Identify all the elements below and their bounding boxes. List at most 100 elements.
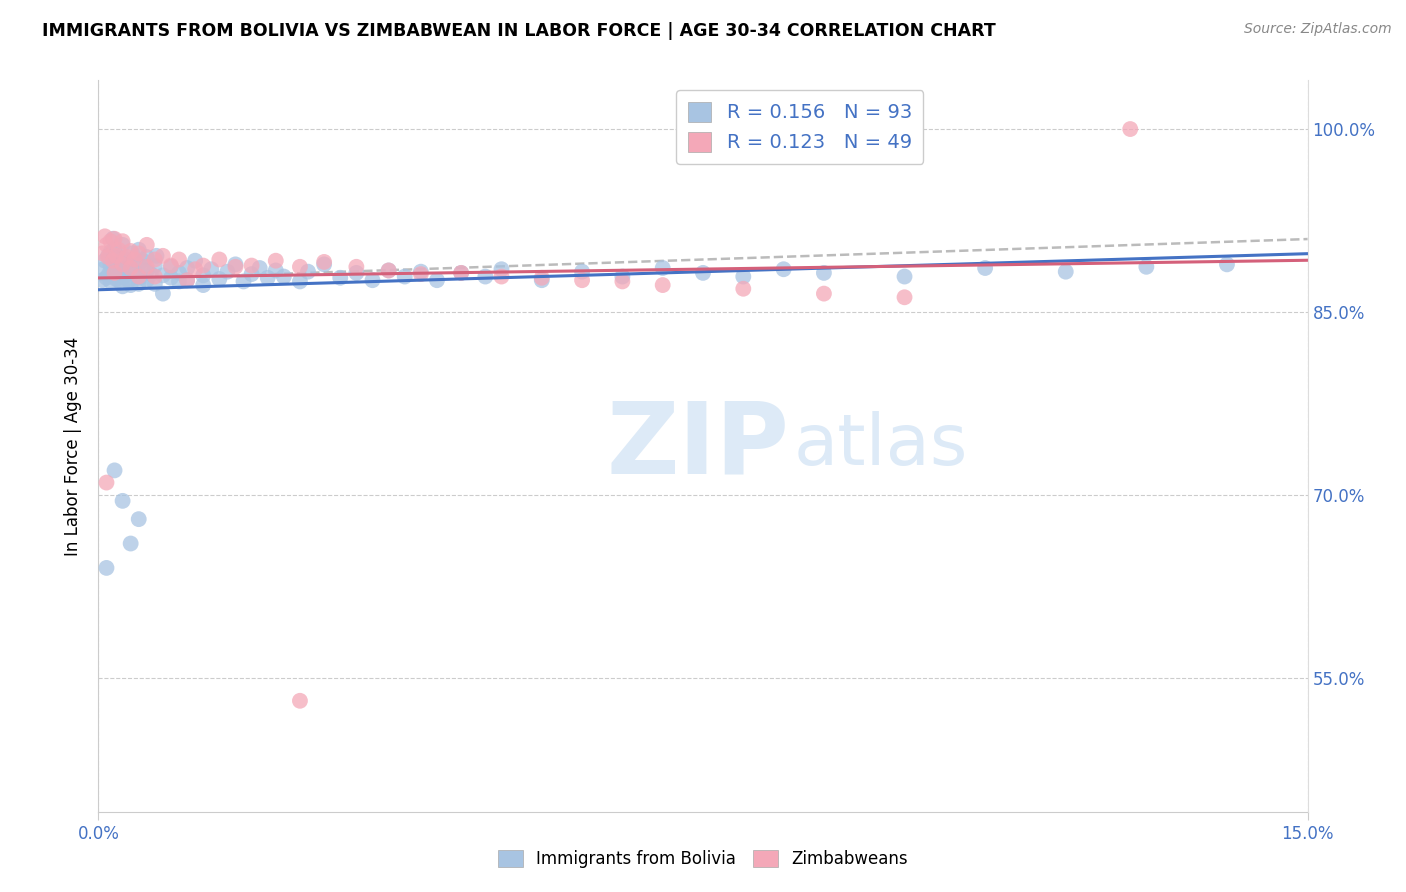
Point xyxy=(135,238,157,252)
Point xyxy=(120,244,142,258)
Point xyxy=(111,238,134,252)
Point xyxy=(111,260,134,275)
Point xyxy=(94,229,117,244)
Point xyxy=(96,270,118,285)
Point xyxy=(264,263,287,277)
Point xyxy=(772,262,794,277)
Point xyxy=(128,277,150,291)
Point xyxy=(273,269,295,284)
Point xyxy=(491,269,513,284)
Point xyxy=(94,253,117,268)
Point xyxy=(377,263,399,277)
Point xyxy=(167,252,190,267)
Point xyxy=(571,273,593,287)
Point xyxy=(96,475,118,490)
Point xyxy=(129,270,152,285)
Point xyxy=(132,253,155,268)
Point xyxy=(974,260,997,275)
Point xyxy=(111,257,134,271)
Point xyxy=(176,273,198,287)
Point xyxy=(100,259,122,273)
Point xyxy=(344,266,367,280)
Point xyxy=(1216,257,1239,271)
Point xyxy=(120,260,142,275)
Point xyxy=(120,536,142,550)
Point xyxy=(107,243,129,257)
Point xyxy=(240,259,263,273)
Point xyxy=(314,255,336,269)
Point xyxy=(217,265,239,279)
Point xyxy=(256,270,278,285)
Point xyxy=(111,252,134,266)
Point xyxy=(288,694,311,708)
Point xyxy=(100,234,122,248)
Point xyxy=(111,494,134,508)
Point xyxy=(1135,260,1157,274)
Legend: Immigrants from Bolivia, Zimbabweans: Immigrants from Bolivia, Zimbabweans xyxy=(492,843,914,875)
Point xyxy=(135,273,157,287)
Point xyxy=(1119,122,1142,136)
Point xyxy=(128,512,150,526)
Point xyxy=(184,253,207,268)
Point xyxy=(184,262,207,277)
Point xyxy=(249,260,271,275)
Point xyxy=(193,268,215,283)
Point xyxy=(110,265,132,279)
Point xyxy=(314,257,336,271)
Point xyxy=(571,265,593,279)
Point xyxy=(118,273,141,287)
Point xyxy=(120,278,142,293)
Point xyxy=(128,269,150,284)
Point xyxy=(124,252,146,267)
Point xyxy=(692,266,714,280)
Point xyxy=(409,267,432,281)
Point xyxy=(167,266,190,280)
Point xyxy=(152,286,174,301)
Y-axis label: In Labor Force | Age 30-34: In Labor Force | Age 30-34 xyxy=(65,336,83,556)
Point xyxy=(105,272,128,286)
Point xyxy=(651,278,673,293)
Point xyxy=(152,249,174,263)
Point xyxy=(232,274,254,288)
Point xyxy=(329,270,352,285)
Point xyxy=(1054,265,1077,279)
Point xyxy=(97,249,120,263)
Point xyxy=(450,266,472,280)
Point xyxy=(288,274,311,288)
Point xyxy=(893,269,915,284)
Point xyxy=(167,274,190,288)
Point xyxy=(176,273,198,287)
Point xyxy=(107,259,129,273)
Point xyxy=(160,260,183,274)
Point xyxy=(733,269,755,284)
Point xyxy=(128,243,150,257)
Point xyxy=(813,286,835,301)
Point xyxy=(112,269,135,284)
Point xyxy=(107,273,129,287)
Point xyxy=(176,260,198,275)
Point xyxy=(288,260,311,274)
Point xyxy=(139,267,162,281)
Point xyxy=(224,260,246,274)
Point xyxy=(143,277,166,291)
Point xyxy=(103,266,125,280)
Point xyxy=(101,253,124,268)
Point xyxy=(145,249,167,263)
Point xyxy=(101,232,124,246)
Point xyxy=(120,260,142,274)
Point xyxy=(100,245,122,260)
Point xyxy=(124,265,146,279)
Text: IMMIGRANTS FROM BOLIVIA VS ZIMBABWEAN IN LABOR FORCE | AGE 30-34 CORRELATION CHA: IMMIGRANTS FROM BOLIVIA VS ZIMBABWEAN IN… xyxy=(42,22,995,40)
Point xyxy=(100,274,122,288)
Point xyxy=(91,246,114,260)
Point xyxy=(200,262,222,277)
Point xyxy=(103,242,125,256)
Point xyxy=(135,250,157,264)
Point xyxy=(105,249,128,263)
Point xyxy=(264,253,287,268)
Point xyxy=(105,255,128,269)
Point xyxy=(474,269,496,284)
Point xyxy=(91,262,114,277)
Point xyxy=(143,259,166,273)
Point xyxy=(491,262,513,277)
